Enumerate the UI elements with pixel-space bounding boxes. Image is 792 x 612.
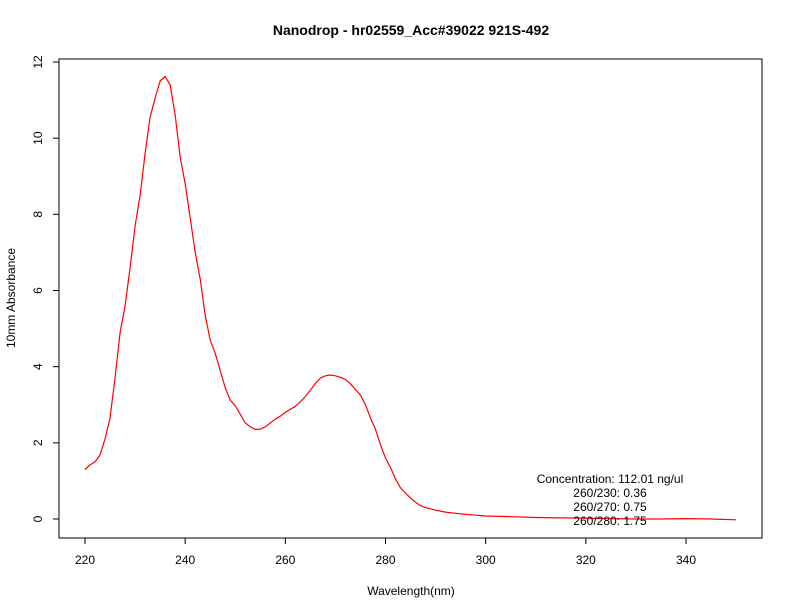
y-tick-label: 6 xyxy=(31,287,45,294)
x-tick-label: 320 xyxy=(576,553,596,567)
x-axis-label: Wavelength(nm) xyxy=(367,584,455,598)
y-tick-label: 12 xyxy=(31,55,45,69)
chart-title: Nanodrop - hr02559_Acc#39022 921S-492 xyxy=(273,22,549,38)
ratio-260-270-text: 260/270: 0.75 xyxy=(573,500,647,514)
y-axis: 0 2 4 6 8 10 12 xyxy=(31,55,59,522)
y-tick-label: 4 xyxy=(31,363,45,370)
x-tick-label: 240 xyxy=(175,553,195,567)
x-tick-label: 280 xyxy=(375,553,395,567)
x-axis: 220 240 260 280 300 320 340 xyxy=(75,538,696,567)
ratio-260-230-text: 260/230: 0.36 xyxy=(573,486,647,500)
y-tick-label: 8 xyxy=(31,211,45,218)
concentration-text: Concentration: 112.01 ng/ul xyxy=(537,472,684,486)
ratio-260-280-text: 260/280: 1.75 xyxy=(573,514,647,528)
absorbance-series-line xyxy=(84,75,737,521)
x-tick-label: 300 xyxy=(476,553,496,567)
x-tick-label: 220 xyxy=(75,553,95,567)
plot-frame xyxy=(58,58,763,539)
stats-annotation: Concentration: 112.01 ng/ul 260/230: 0.3… xyxy=(537,472,684,528)
y-tick-label: 0 xyxy=(31,515,45,522)
x-tick-label: 340 xyxy=(676,553,696,567)
series-layer xyxy=(84,75,737,521)
y-tick-label: 2 xyxy=(31,439,45,446)
x-tick-label: 260 xyxy=(275,553,295,567)
y-axis-label: 10mm Absorbance xyxy=(4,248,18,348)
y-tick-label: 10 xyxy=(31,131,45,145)
